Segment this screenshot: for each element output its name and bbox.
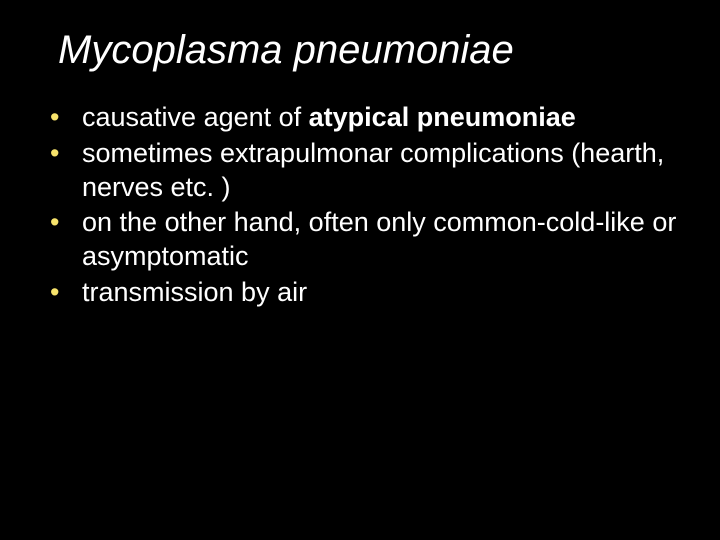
- slide-title: Mycoplasma pneumoniae: [58, 28, 680, 73]
- bullet-text-pre: causative agent of: [82, 102, 309, 132]
- bullet-text-bold: atypical pneumoniae: [309, 102, 576, 132]
- list-item: causative agent of atypical pneumoniae: [50, 101, 680, 135]
- bullet-list: causative agent of atypical pneumoniae s…: [50, 101, 680, 310]
- list-item: on the other hand, often only common-col…: [50, 206, 680, 274]
- bullet-text-pre: on the other hand, often only common-col…: [82, 207, 676, 271]
- bullet-text-pre: sometimes extrapulmonar complications (h…: [82, 138, 664, 202]
- list-item: transmission by air: [50, 276, 680, 310]
- list-item: sometimes extrapulmonar complications (h…: [50, 137, 680, 205]
- bullet-text-pre: transmission by air: [82, 277, 307, 307]
